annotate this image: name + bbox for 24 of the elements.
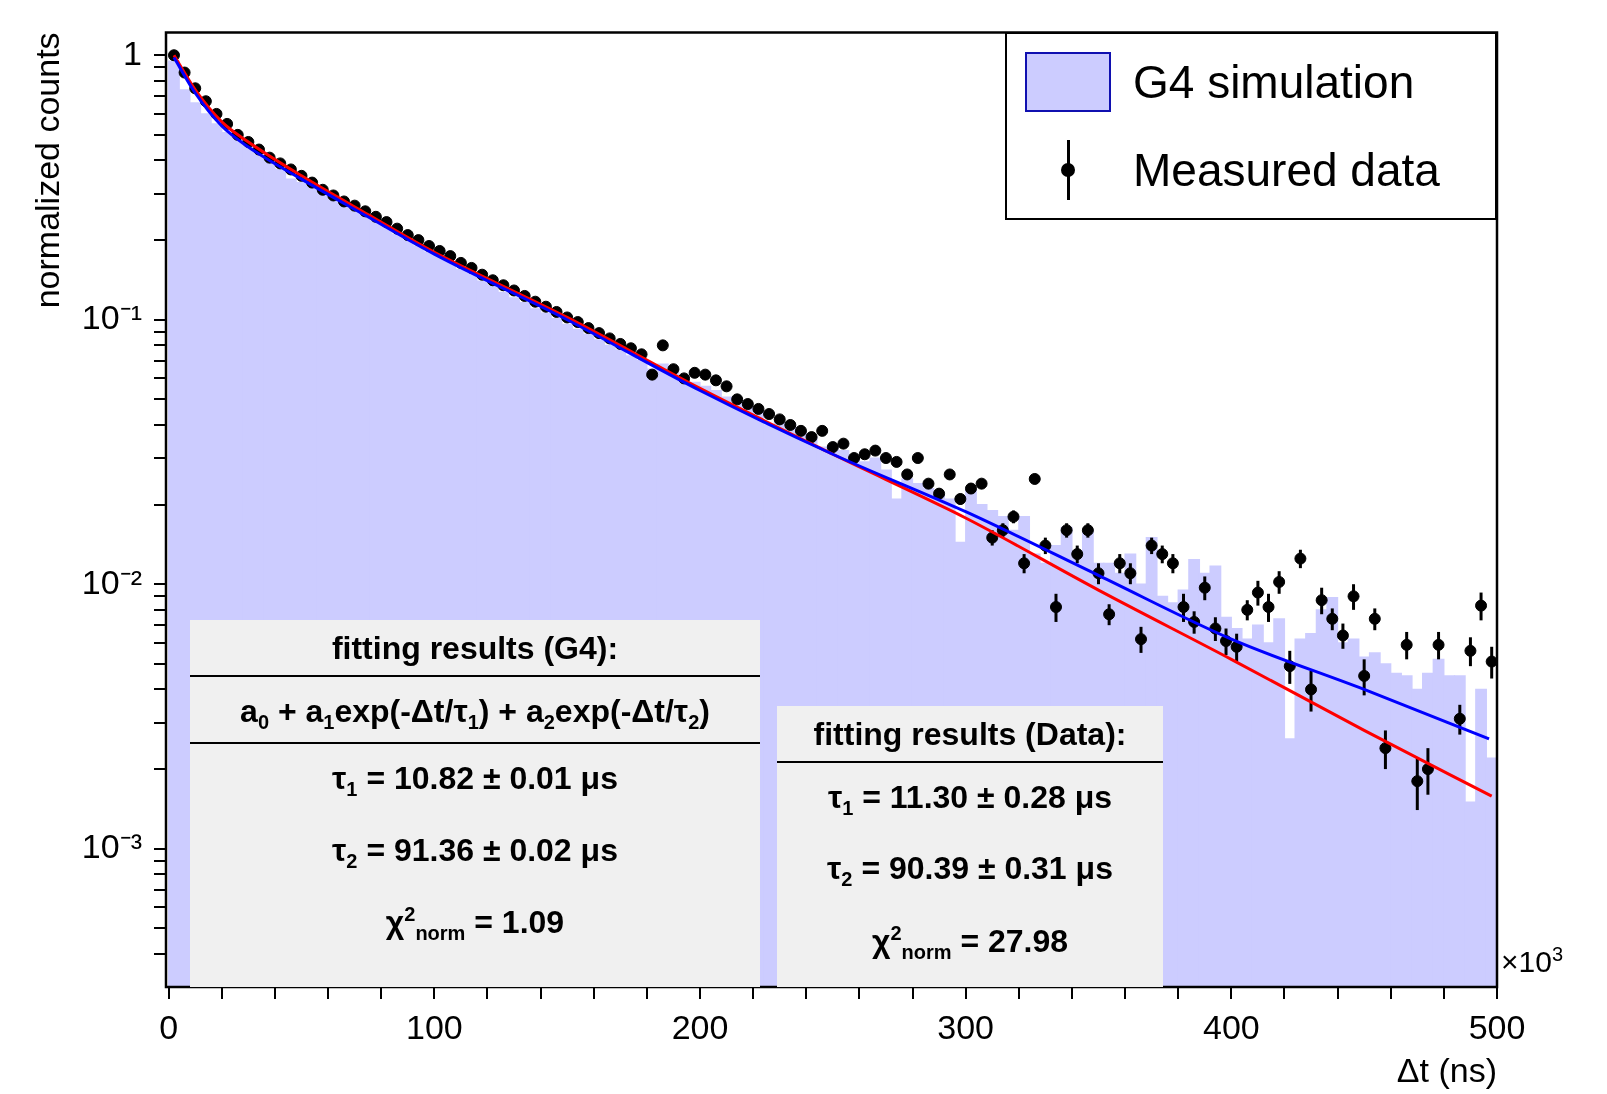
y-tick-label: 1 <box>123 33 142 72</box>
annotation: τ$_{2}$ = 91.36 ± 0.02 μs <box>331 830 619 875</box>
x-tick-label: 0 <box>159 1007 179 1046</box>
x-tick-label: 100 <box>405 1007 463 1046</box>
y-tick-label: 10⁻³ <box>81 827 142 866</box>
x-tick-label: 500 <box>1468 1007 1526 1046</box>
legend-label: Measured data <box>1133 143 1440 198</box>
x-tick-label: 400 <box>1202 1007 1260 1046</box>
x-tick-label: 200 <box>671 1007 729 1046</box>
x-axis-title: Δt (ns) <box>1396 1051 1497 1090</box>
y-tick-label: 10⁻² <box>81 562 142 601</box>
annotation: fitting results (G4): <box>330 629 620 668</box>
annotation: τ$_{1}$ = 11.30 ± 0.28 μs <box>826 778 1114 822</box>
annotation: χ$^{2}$$_{norm}$ = 1.09 <box>384 902 566 947</box>
annotation: χ$^{2}$$_{norm}$ = 27.98 <box>870 920 1070 965</box>
annotation: τ$_{1}$ = 10.82 ± 0.01 μs <box>331 759 619 803</box>
annotation: τ$_{2}$ = 90.39 ± 0.31 μs <box>826 849 1114 893</box>
text: ×10$^{3}$ <box>1501 943 1564 979</box>
y-axis-title: normalized counts <box>28 32 67 309</box>
y-tick-label: 10⁻¹ <box>81 298 142 337</box>
legend-label: G4 simulation <box>1133 55 1415 110</box>
text: a$_{0}$ + a$_{1}$exp(-Δt/τ$_{1}$) + a$_{2}$exp(-Δt/τ$_{2}$) <box>240 693 710 734</box>
annotation: fitting results (Data): <box>812 715 1128 754</box>
x-tick-label: 300 <box>937 1007 995 1046</box>
